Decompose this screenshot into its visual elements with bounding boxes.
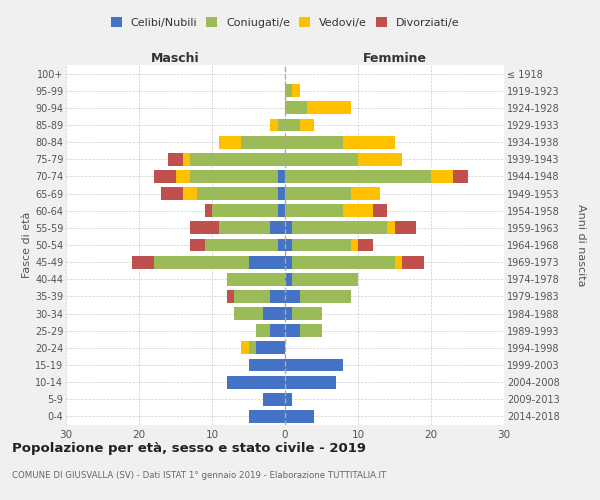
Bar: [350, 187, 380, 200]
Bar: [168, 153, 183, 166]
Bar: [154, 170, 176, 183]
Text: COMUNE DI GIUSVALLA (SV) - Dati ISTAT 1° gennaio 2019 - Elaborazione TUTTITALIA.: COMUNE DI GIUSVALLA (SV) - Dati ISTAT 1°…: [12, 471, 386, 480]
Bar: [292, 273, 358, 285]
Bar: [285, 358, 343, 372]
Bar: [161, 187, 183, 200]
Bar: [183, 187, 197, 200]
Bar: [190, 153, 285, 166]
Bar: [248, 256, 285, 268]
Y-axis label: Fasce di età: Fasce di età: [22, 212, 32, 278]
Bar: [395, 222, 416, 234]
Bar: [387, 222, 395, 234]
Bar: [220, 222, 271, 234]
Bar: [292, 238, 350, 252]
Bar: [402, 256, 424, 268]
Bar: [358, 238, 373, 252]
Bar: [278, 238, 285, 252]
Bar: [263, 393, 285, 406]
Bar: [190, 222, 220, 234]
Bar: [299, 118, 314, 132]
Text: Femmine: Femmine: [362, 52, 427, 65]
Bar: [453, 170, 467, 183]
Bar: [278, 204, 285, 217]
Bar: [292, 222, 387, 234]
Bar: [285, 307, 292, 320]
Bar: [278, 170, 285, 183]
Bar: [227, 273, 285, 285]
Bar: [190, 238, 205, 252]
Bar: [278, 187, 285, 200]
Bar: [234, 307, 263, 320]
Y-axis label: Anni di nascita: Anni di nascita: [576, 204, 586, 286]
Bar: [373, 204, 387, 217]
Bar: [205, 238, 278, 252]
Bar: [285, 256, 292, 268]
Bar: [285, 238, 292, 252]
Text: Maschi: Maschi: [151, 52, 200, 65]
Bar: [285, 84, 292, 97]
Bar: [292, 307, 322, 320]
Bar: [271, 222, 285, 234]
Bar: [263, 307, 285, 320]
Bar: [285, 410, 314, 423]
Bar: [285, 118, 299, 132]
Bar: [343, 136, 395, 148]
Bar: [197, 187, 278, 200]
Bar: [241, 342, 248, 354]
Bar: [292, 84, 299, 97]
Bar: [307, 102, 350, 114]
Bar: [285, 222, 292, 234]
Bar: [241, 136, 285, 148]
Bar: [271, 118, 278, 132]
Bar: [299, 290, 351, 303]
Bar: [285, 153, 358, 166]
Bar: [271, 324, 285, 337]
Bar: [234, 290, 271, 303]
Bar: [248, 410, 285, 423]
Bar: [212, 204, 278, 217]
Bar: [350, 238, 358, 252]
Bar: [285, 290, 299, 303]
Bar: [285, 376, 336, 388]
Bar: [205, 204, 212, 217]
Bar: [227, 290, 234, 303]
Bar: [271, 290, 285, 303]
Text: Popolazione per età, sesso e stato civile - 2019: Popolazione per età, sesso e stato civil…: [12, 442, 366, 455]
Bar: [285, 136, 343, 148]
Bar: [248, 358, 285, 372]
Bar: [358, 153, 402, 166]
Bar: [190, 170, 278, 183]
Bar: [285, 393, 292, 406]
Bar: [285, 204, 343, 217]
Bar: [220, 136, 241, 148]
Bar: [256, 324, 271, 337]
Bar: [285, 273, 292, 285]
Bar: [154, 256, 248, 268]
Bar: [256, 342, 285, 354]
Bar: [285, 324, 299, 337]
Bar: [248, 342, 256, 354]
Bar: [395, 256, 402, 268]
Bar: [176, 170, 190, 183]
Bar: [343, 204, 373, 217]
Legend: Celibi/Nubili, Coniugati/e, Vedovi/e, Divorziati/e: Celibi/Nubili, Coniugati/e, Vedovi/e, Di…: [106, 13, 464, 32]
Bar: [285, 187, 350, 200]
Bar: [278, 118, 285, 132]
Bar: [285, 102, 307, 114]
Bar: [227, 376, 285, 388]
Bar: [285, 170, 431, 183]
Bar: [132, 256, 154, 268]
Bar: [431, 170, 453, 183]
Bar: [183, 153, 190, 166]
Bar: [292, 256, 395, 268]
Bar: [299, 324, 322, 337]
